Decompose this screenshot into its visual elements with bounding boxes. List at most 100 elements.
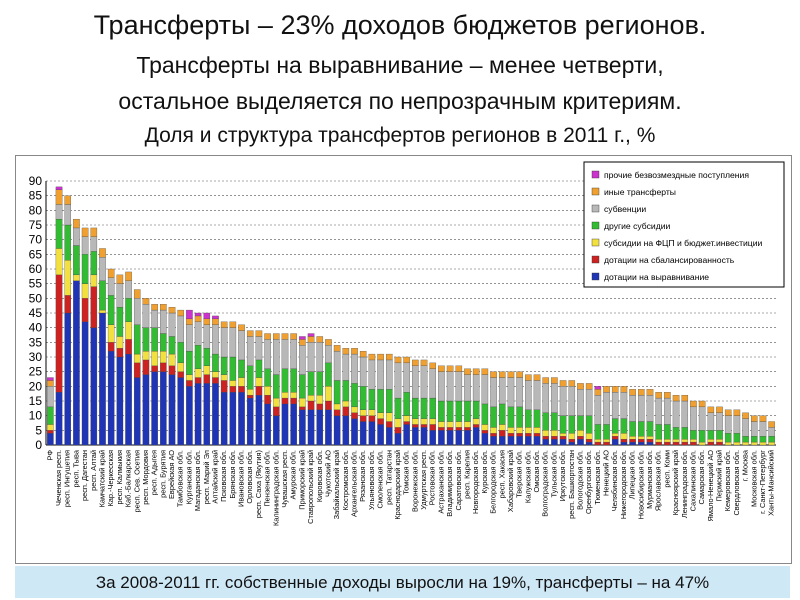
- x-tick-label: Красноярский край: [671, 450, 680, 515]
- bar-segment: [412, 365, 419, 399]
- bar-segment: [525, 409, 532, 428]
- bar-segment: [681, 400, 689, 428]
- bar-segment: [220, 380, 228, 393]
- bar-segment: [307, 409, 315, 446]
- bar-segment: [707, 412, 715, 431]
- bar-segment: [273, 397, 280, 408]
- bar-segment: [516, 377, 523, 408]
- x-tick-label: Калужская обл.: [523, 450, 532, 503]
- x-tick-label: Новосибирская обл.: [636, 450, 645, 519]
- bar-segment: [420, 418, 428, 425]
- bar-segment: [403, 362, 410, 393]
- bar-segment: [177, 362, 184, 372]
- bar-segment: [229, 321, 237, 328]
- bar-segment: [229, 386, 237, 393]
- bar-segment: [273, 415, 280, 446]
- bar-segment: [377, 424, 384, 446]
- bar-segment: [73, 227, 80, 246]
- bar-segment: [481, 424, 489, 431]
- bar-segment: [64, 260, 72, 296]
- bar-segment: [533, 436, 541, 446]
- bar-segment: [585, 438, 593, 443]
- x-tick-label: Пермский край: [715, 450, 724, 501]
- bar-segment: [133, 362, 141, 378]
- bar-segment: [455, 421, 463, 428]
- bar-segment: [203, 312, 211, 320]
- bar-segment: [116, 274, 124, 284]
- bar-segment: [629, 436, 636, 440]
- bar-segment: [429, 362, 437, 369]
- bar-segment: [299, 397, 306, 408]
- bar-segment: [125, 339, 132, 355]
- bar-segment: [707, 406, 715, 413]
- x-tick-label: Курская обл.: [480, 450, 489, 494]
- x-tick-label: Магаданская обл.: [193, 450, 202, 511]
- bar-segment: [168, 312, 176, 337]
- bar-segment: [412, 397, 419, 419]
- bar-segment: [73, 280, 80, 446]
- bar-segment: [133, 289, 141, 299]
- bar-segment: [464, 421, 471, 428]
- x-tick-label: г. Санкт-Петербург: [758, 450, 767, 514]
- bar-segment: [290, 368, 297, 393]
- bar-segment: [212, 371, 219, 378]
- bar-segment: [438, 427, 445, 431]
- bar-segment: [464, 430, 471, 446]
- x-tick-label: Ханты-Мансийский: [767, 450, 776, 516]
- bar-segment: [403, 421, 410, 425]
- x-tick-label: РФ: [45, 450, 54, 461]
- bar-segment: [638, 438, 645, 443]
- bar-segment: [99, 248, 106, 258]
- bar-segment: [168, 306, 176, 314]
- bar-segment: [325, 409, 332, 446]
- bar-segment: [351, 412, 358, 419]
- bar-segment: [47, 386, 54, 408]
- bar-segment: [229, 327, 237, 358]
- bar-segment: [90, 251, 98, 276]
- bar-segment: [742, 418, 749, 437]
- bar-segment: [446, 365, 454, 372]
- bar-segment: [420, 397, 428, 419]
- bar-segment: [281, 339, 289, 369]
- x-tick-label: Курганская обл.: [184, 450, 193, 504]
- bar-segment: [525, 427, 532, 434]
- y-tick-label: 20: [29, 379, 43, 393]
- bar-segment: [307, 333, 315, 337]
- bar-segment: [394, 356, 402, 364]
- bar-segment: [290, 397, 297, 405]
- bar-segment: [377, 389, 384, 413]
- x-tick-label: респ. Татарстан: [384, 450, 393, 505]
- bar-segment: [394, 433, 402, 446]
- bar-segment: [646, 441, 654, 446]
- bar-segment: [342, 353, 350, 381]
- x-tick-label: респ. Хакасия: [497, 450, 506, 498]
- bar-segment: [307, 336, 315, 343]
- bar-segment: [446, 427, 454, 431]
- bar-segment: [585, 441, 593, 446]
- bar-segment: [220, 321, 228, 328]
- x-tick-label: Астраханская обл.: [436, 450, 445, 514]
- bar-segment: [229, 356, 237, 381]
- bar-segment: [333, 345, 341, 352]
- bar-segment: [507, 436, 515, 446]
- bar-segment: [55, 274, 63, 393]
- bar-segment: [438, 421, 445, 428]
- bar-segment: [420, 365, 428, 399]
- y-tick-label: 40: [29, 321, 43, 335]
- legend-swatch: [591, 272, 600, 281]
- bar-segment: [438, 365, 445, 372]
- y-tick-label: 5: [35, 423, 42, 437]
- x-tick-label: Новгородская обл.: [471, 450, 480, 514]
- bar-segment: [385, 421, 393, 428]
- bar-segment: [568, 380, 576, 387]
- bar-segment: [177, 342, 184, 364]
- bar-segment: [638, 389, 645, 396]
- legend-label: дотации на выравнивание: [604, 272, 709, 282]
- bar-segment: [638, 436, 645, 440]
- bar-segment: [368, 421, 376, 446]
- bar-segment: [203, 348, 211, 366]
- x-tick-label: Чеченская респ.: [54, 450, 63, 506]
- bar-segment: [90, 236, 98, 252]
- bar-segment: [464, 400, 471, 422]
- bar-segment: [342, 406, 350, 416]
